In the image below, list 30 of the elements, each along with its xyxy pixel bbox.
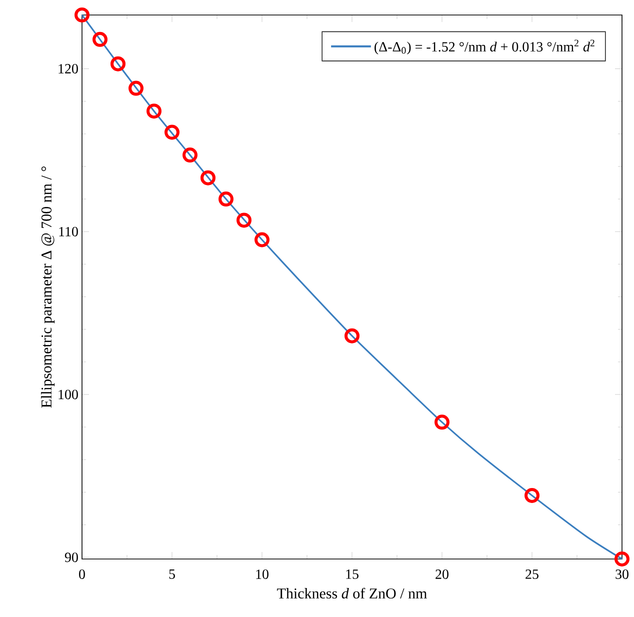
point xyxy=(254,232,270,248)
y-tick-label: 100 xyxy=(58,390,78,400)
point xyxy=(92,32,108,47)
x-tick-label: 25 xyxy=(526,570,538,579)
y-axis-title: Ellipsometric parameter Δ @ 700 nm / ° xyxy=(41,166,55,408)
x-tick-label: 0 xyxy=(79,570,85,579)
legend-label: (Δ-Δ$_{0}$) = -1.52 °/nm d + 0.013 °/nm$^{2}$ d$^{2}$ xyxy=(374,40,594,54)
x-tick-label: 10 xyxy=(256,570,268,579)
point xyxy=(614,551,630,566)
point xyxy=(434,414,450,430)
y-tick-label: 90 xyxy=(64,552,78,562)
x-tick-label: 20 xyxy=(436,570,448,579)
x-tick-label: 15 xyxy=(346,570,358,579)
point xyxy=(182,148,198,163)
x-tick-label: 30 xyxy=(616,570,628,579)
point xyxy=(236,212,252,228)
point xyxy=(200,170,216,186)
point xyxy=(164,124,180,140)
point xyxy=(146,104,162,119)
point xyxy=(74,7,90,22)
y-tick-label: 120 xyxy=(58,64,78,74)
point xyxy=(344,328,360,344)
point xyxy=(128,80,144,96)
point xyxy=(110,56,126,72)
y-tick-label: 110 xyxy=(59,226,78,236)
line-series xyxy=(81,14,623,560)
x-axis-title: Thickness d of ZnO / nm xyxy=(277,588,427,599)
point xyxy=(218,192,234,207)
x-tick-label: 5 xyxy=(169,570,175,579)
point xyxy=(524,488,540,503)
